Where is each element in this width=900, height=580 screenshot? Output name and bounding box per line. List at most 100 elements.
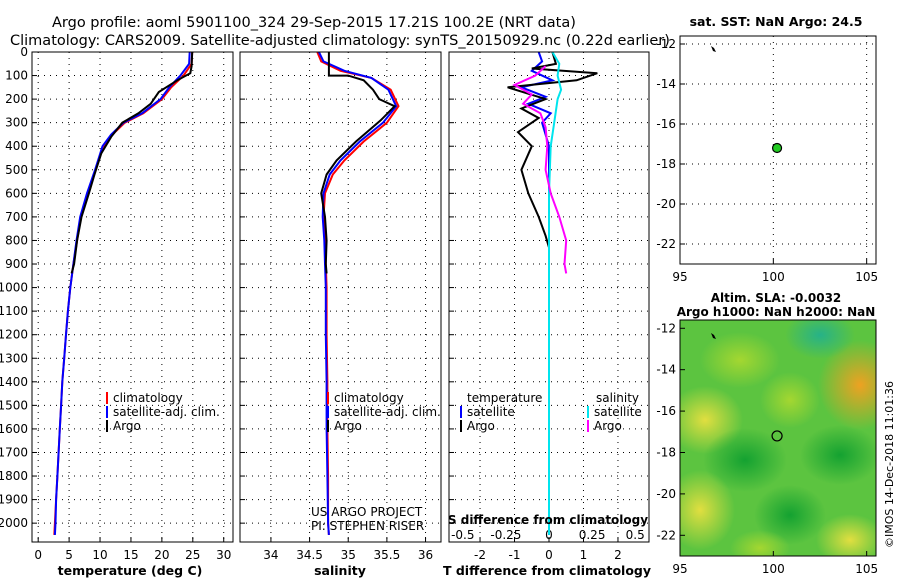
title-line-1: Argo profile: aoml 5901100_324 29-Sep-20… (52, 15, 576, 31)
s-tick-label: -0.25 (490, 528, 521, 542)
x-tick-label: 95 (672, 562, 687, 576)
y-tick-label: 1100 (0, 304, 28, 318)
y-tick-label: 1600 (0, 422, 28, 436)
temperature-frame (31, 51, 234, 543)
temperature-yticks: 0 100 200 300 400 500 600 700 800 900 1000 1100 1200… (0, 45, 28, 530)
legend-label-climatology: climatology (113, 391, 183, 405)
x-tick-label: 15 (123, 548, 138, 562)
x-tick-label: 35.5 (374, 548, 401, 562)
x-tick-label: 35 (341, 548, 356, 562)
sla-map-title-1: Altim. SLA: -0.0032 (711, 291, 842, 305)
sla-map-marker (771, 430, 783, 442)
x-tick-label: 105 (855, 562, 878, 576)
difference-lines (507, 51, 598, 535)
temperature-panel: 0100200300400500600700800900100011001200… (0, 45, 234, 578)
y-tick-label: -14 (656, 77, 676, 91)
x-tick-label: 25 (185, 548, 200, 562)
legend-label-t-argo: Argo (467, 419, 495, 433)
sla-blob (700, 332, 780, 388)
sla-map-yticks: -12 -14 -16 -18 -20 -22 (656, 321, 676, 542)
series-line-satellite-adj-clim (318, 51, 398, 535)
sst-map-panel: sat. SST: NaN Argo: 24.5 -12 -14 -16 -18 -20… (656, 14, 878, 284)
x-tick-label: 0 (34, 548, 42, 562)
salinity-xlabel: salinity (314, 563, 366, 578)
s-tick-label: 0 (545, 528, 553, 542)
legend-label-s-satellite: satellite (594, 405, 642, 419)
s-tick-label: 0.5 (626, 528, 645, 542)
y-tick-label: 1000 (0, 281, 28, 295)
x-tick-label: 100 (762, 270, 785, 284)
difference-frame (448, 51, 650, 543)
sla-heatmap (680, 320, 876, 556)
s-tick-label: -0.5 (451, 528, 474, 542)
sst-map-marker (771, 142, 783, 154)
x-tick-label: -2 (474, 548, 486, 562)
temperature-xlabel: temperature (deg C) (58, 563, 203, 578)
y-tick-label: 500 (5, 163, 28, 177)
y-tick-label: 600 (5, 186, 28, 200)
sst-map-title: sat. SST: NaN Argo: 24.5 (690, 14, 863, 29)
series-line-climatology (53, 51, 194, 535)
float-position-marker (771, 142, 783, 154)
x-tick-label: 1 (580, 548, 588, 562)
sst-map-xticks: 95 100 105 (672, 270, 878, 284)
legend-label-t-satellite: satellite (467, 405, 515, 419)
difference-panel: -2 -1 0 1 2 -0.5 -0.25 0 0.25 0.5 S difference f… (443, 51, 651, 578)
y-tick-label: -16 (656, 117, 676, 131)
coast-fragment (711, 333, 716, 339)
x-tick-label: 0 (545, 548, 553, 562)
credit-pi: PI: STEPHEN RISER (311, 519, 424, 533)
series-line-argo (70, 51, 194, 274)
y-tick-label: -20 (656, 487, 676, 501)
x-tick-label: 34 (263, 548, 278, 562)
salinity-panel: 34 34.5 35 35.5 36 salinity climatology sate… (239, 51, 442, 578)
x-tick-label: 30 (216, 548, 231, 562)
series-line-t-satellite (518, 51, 556, 535)
legend-label-satellite: satellite-adj. clim. (113, 405, 220, 419)
y-tick-label: -22 (656, 237, 676, 251)
salinity-grid (240, 51, 441, 542)
y-tick-label: -20 (656, 197, 676, 211)
sla-blob (754, 485, 826, 545)
sla-map-title-2: Argo h1000: NaN h2000: NaN (677, 305, 876, 319)
y-tick-label: 800 (5, 233, 28, 247)
y-tick-label: 700 (5, 210, 28, 224)
sla-blob (730, 530, 790, 556)
series-line-s-satellite (548, 51, 563, 535)
difference-xticks: -2 -1 0 1 2 (474, 548, 622, 562)
y-tick-label: 1200 (0, 328, 28, 342)
legend-label-s-argo: Argo (594, 419, 622, 433)
temperature-lines (53, 51, 194, 535)
difference-legend: temperature satellite Argo salinity sate… (460, 391, 642, 433)
x-tick-label: 20 (154, 548, 169, 562)
y-tick-label: 2000 (0, 516, 28, 530)
temperature-grid (32, 51, 233, 542)
legend-label-argo: Argo (334, 419, 362, 433)
legend-label-satellite: satellite-adj. clim. (334, 405, 441, 419)
coast-fragment (711, 46, 716, 52)
y-tick-label: 300 (5, 116, 28, 130)
y-tick-label: 100 (5, 69, 28, 83)
y-tick-label: -18 (656, 445, 676, 459)
y-tick-label: 900 (5, 257, 28, 271)
sla-blob (785, 320, 855, 359)
y-tick-label: -22 (656, 528, 676, 542)
legend-label-climatology: climatology (334, 391, 404, 405)
salinity-legend: climatology satellite-adj. clim. Argo (327, 391, 441, 433)
sla-blob (818, 340, 876, 430)
x-tick-label: -1 (509, 548, 521, 562)
x-tick-label: 105 (855, 270, 878, 284)
t-difference-label: T difference from climatology (443, 563, 651, 578)
x-tick-label: 2 (614, 548, 622, 562)
sla-map-frame (679, 319, 877, 557)
imos-timestamp: ©IMOS 14-Dec-2018 11:01:36 (883, 381, 896, 548)
series-line-argo (320, 52, 397, 274)
title-line-2: Climatology: CARS2009. Satellite-adjuste… (10, 33, 670, 49)
salinity-lines (316, 51, 400, 535)
sla-blob (680, 470, 735, 550)
salinity-frame (239, 51, 442, 543)
s-difference-label: S difference from climatology (448, 513, 648, 527)
x-tick-label: 95 (672, 270, 687, 284)
y-tick-label: 1700 (0, 445, 28, 459)
sst-map-yticks: -12 -14 -16 -18 -20 -22 (656, 37, 676, 251)
